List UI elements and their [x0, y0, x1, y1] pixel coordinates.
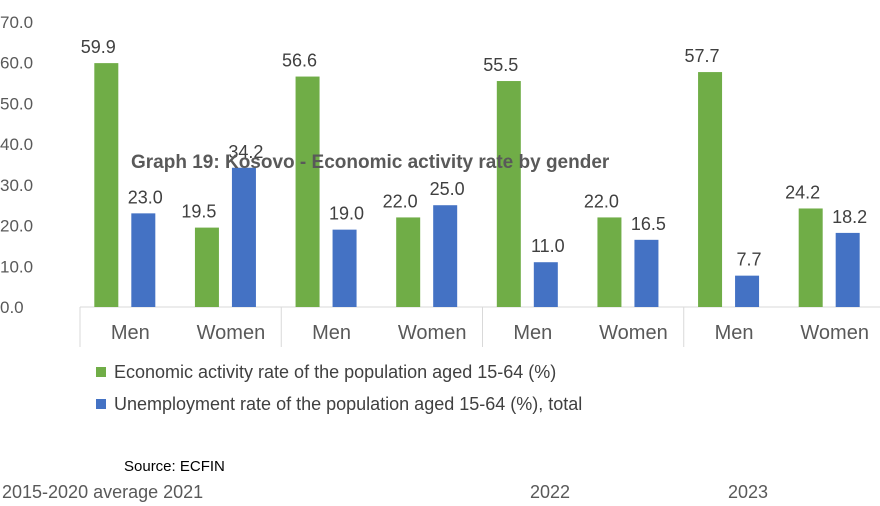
- data-label: 25.0: [430, 179, 465, 199]
- legend-swatch-economic-activity: [96, 367, 106, 377]
- y-tick-label: 20.0: [0, 217, 33, 236]
- bar-economic-activity: [295, 76, 320, 307]
- data-label: 23.0: [128, 187, 163, 207]
- y-tick-label: 30.0: [0, 176, 33, 195]
- bar-unemployment: [231, 167, 256, 307]
- bar-economic-activity: [496, 81, 521, 308]
- chart-title: Graph 19: Kosovo - Economic activity rat…: [131, 152, 610, 173]
- bar-unemployment: [634, 239, 659, 307]
- category-label: Women: [599, 322, 668, 344]
- y-tick-label: 50.0: [0, 94, 33, 113]
- bar-unemployment: [735, 275, 760, 307]
- bar-economic-activity: [698, 72, 723, 307]
- period-label-2: 2023: [728, 482, 769, 502]
- y-tick-label: 70.0: [0, 13, 33, 32]
- category-label: Women: [197, 322, 266, 344]
- bar-unemployment: [131, 213, 156, 307]
- category-label: Men: [715, 322, 754, 344]
- bar-economic-activity: [194, 227, 219, 307]
- bar-unemployment: [433, 205, 458, 307]
- category-label: Men: [513, 322, 552, 344]
- data-label: 19.0: [329, 204, 364, 224]
- data-label: 59.9: [81, 37, 116, 57]
- bar-economic-activity: [94, 63, 119, 307]
- data-label: 18.2: [832, 207, 867, 227]
- data-label: 24.2: [785, 182, 820, 202]
- y-tick-label: 40.0: [0, 135, 33, 154]
- data-label: 16.5: [631, 214, 666, 234]
- data-label: 7.7: [737, 250, 762, 270]
- bar-unemployment: [835, 232, 860, 307]
- category-label: Women: [800, 322, 869, 344]
- bar-unemployment: [533, 262, 558, 307]
- data-label: 56.6: [282, 51, 317, 71]
- data-label: 55.5: [483, 55, 518, 75]
- y-tick-label: 10.0: [0, 257, 33, 276]
- y-tick-label: 60.0: [0, 54, 33, 73]
- y-tick-label: 0.0: [0, 298, 24, 317]
- legend-label-economic-activity: Economic activity rate of the population…: [114, 361, 557, 382]
- category-label: Men: [312, 322, 351, 344]
- data-label: 22.0: [584, 191, 619, 211]
- legend-swatch-unemployment: [96, 399, 106, 409]
- legend-label-unemployment: Unemployment rate of the population aged…: [114, 393, 583, 414]
- bar-unemployment: [332, 229, 357, 307]
- data-label: 57.7: [685, 46, 720, 66]
- category-label: Men: [111, 322, 150, 344]
- legend-item-economic-activity: Economic activity rate of the population…: [96, 356, 582, 388]
- data-label: 19.5: [181, 202, 216, 222]
- source-note: Source: ECFIN: [124, 458, 225, 475]
- legend-item-unemployment: Unemployment rate of the population aged…: [96, 388, 582, 420]
- bar-economic-activity: [396, 217, 421, 307]
- period-label-1: 2022: [530, 482, 571, 502]
- data-label: 22.0: [383, 191, 418, 211]
- bar-economic-activity: [798, 208, 823, 307]
- legend: Economic activity rate of the population…: [96, 356, 582, 420]
- category-label: Women: [398, 322, 467, 344]
- data-label: 11.0: [531, 236, 565, 256]
- bar-economic-activity: [597, 217, 622, 307]
- period-label-0: 2015-2020 average 2021: [2, 482, 204, 502]
- data-label: 34.2: [228, 142, 263, 162]
